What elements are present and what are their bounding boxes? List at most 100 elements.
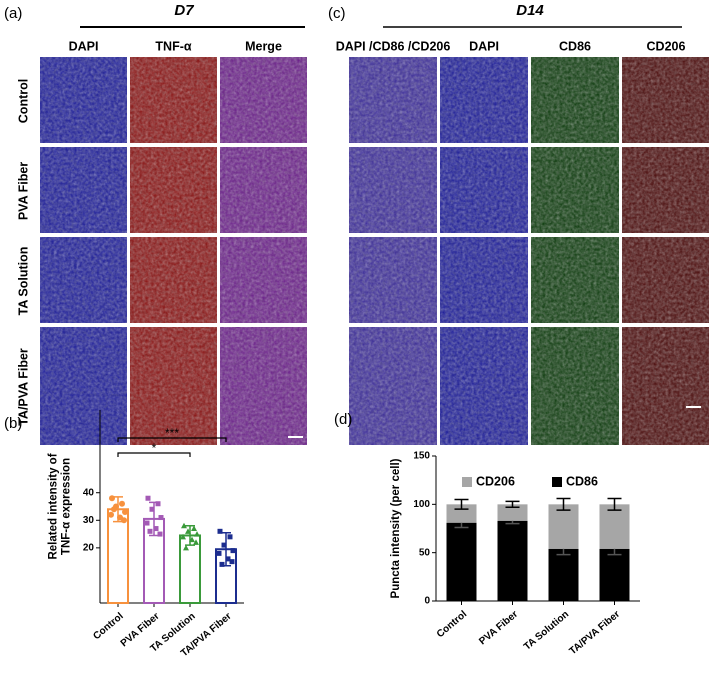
data-point bbox=[194, 531, 200, 537]
data-point bbox=[216, 550, 222, 556]
panel-title: D14 bbox=[516, 2, 544, 19]
bar-segment bbox=[548, 504, 579, 549]
micrograph-texture bbox=[130, 327, 217, 445]
y-axis-label: Puncta intensity (per cell) bbox=[390, 458, 402, 598]
micrograph-texture bbox=[220, 327, 307, 445]
micrograph-texture bbox=[622, 57, 709, 143]
significance-bracket bbox=[117, 437, 227, 442]
micrograph-texture bbox=[531, 327, 619, 445]
panel-label: (c) bbox=[328, 5, 346, 22]
data-point bbox=[180, 533, 186, 540]
micrograph-texture bbox=[349, 57, 437, 143]
x-tick-label: Control bbox=[435, 609, 469, 640]
error-bar bbox=[505, 500, 520, 508]
micrograph-texture bbox=[349, 237, 437, 323]
data-point bbox=[219, 561, 225, 567]
data-point bbox=[185, 528, 191, 534]
column-header: DAPI bbox=[469, 39, 499, 53]
x-tick-label: PVA Fiber bbox=[477, 609, 520, 647]
x-tick-label: TA Solution bbox=[522, 609, 571, 653]
micrograph-texture bbox=[531, 237, 619, 323]
data-point bbox=[217, 528, 223, 534]
legend-swatch bbox=[552, 477, 562, 487]
y-tick-label: 50 bbox=[419, 547, 431, 558]
y-tick-label: 150 bbox=[413, 451, 430, 462]
data-point bbox=[145, 495, 151, 501]
micrograph-texture bbox=[40, 237, 127, 323]
column-header: DAPI bbox=[69, 39, 99, 53]
legend-label: CD86 bbox=[566, 474, 598, 488]
x-tick-label: Control bbox=[91, 611, 125, 642]
micrograph-texture bbox=[40, 147, 127, 233]
significance-label: *** bbox=[165, 426, 179, 440]
column-header: CD86 bbox=[559, 39, 591, 53]
micrograph-texture bbox=[622, 327, 709, 445]
image-grids: DAPI TNF-α Merge Control PVA Fiber TA Solutio… bbox=[16, 39, 709, 445]
data-point bbox=[229, 559, 235, 565]
error-bar bbox=[556, 497, 571, 511]
bar-segment bbox=[446, 522, 477, 601]
data-point bbox=[157, 531, 163, 537]
bar-segment bbox=[497, 504, 528, 521]
data-point bbox=[149, 506, 155, 512]
micrograph-texture bbox=[130, 237, 217, 323]
bar bbox=[107, 508, 129, 604]
micrograph-texture bbox=[440, 147, 528, 233]
y-axis-label: TNF-α expression bbox=[61, 458, 73, 555]
micrograph-texture bbox=[40, 57, 127, 143]
y-tick-label: 30 bbox=[83, 515, 95, 526]
micrograph-texture bbox=[440, 327, 528, 445]
column-header: DAPI /CD86 /CD206 bbox=[336, 39, 451, 53]
row-label: PVA Fiber bbox=[16, 162, 30, 220]
y-tick-label: 40 bbox=[83, 487, 95, 498]
legend-swatch bbox=[462, 477, 472, 487]
y-tick-label: 20 bbox=[83, 542, 95, 553]
y-tick-label: 0 bbox=[424, 596, 430, 607]
micrograph-texture bbox=[440, 237, 528, 323]
column-header: TNF-α bbox=[155, 39, 191, 53]
data-point bbox=[153, 526, 159, 532]
data-point bbox=[109, 495, 115, 502]
bar-segment bbox=[446, 504, 477, 523]
data-point bbox=[191, 525, 197, 532]
micrograph-texture bbox=[440, 57, 528, 143]
panel-label: (a) bbox=[4, 5, 22, 22]
micrograph-texture bbox=[349, 147, 437, 233]
data-point bbox=[230, 548, 236, 554]
data-point bbox=[183, 544, 189, 551]
micrograph-texture bbox=[622, 237, 709, 323]
row-label: TA Solution bbox=[16, 247, 30, 316]
data-point bbox=[144, 520, 150, 526]
significance-label: * bbox=[152, 441, 157, 455]
bar-segment bbox=[497, 520, 528, 601]
bar-segment bbox=[548, 548, 579, 601]
micrograph-texture bbox=[531, 57, 619, 143]
data-point bbox=[181, 522, 187, 529]
panel-title: D7 bbox=[174, 2, 194, 19]
micrograph-texture bbox=[40, 327, 127, 445]
bar-segment bbox=[599, 504, 630, 549]
legend-label: CD206 bbox=[476, 474, 515, 488]
data-point bbox=[193, 539, 199, 545]
micrograph-texture bbox=[349, 327, 437, 445]
data-point bbox=[119, 500, 125, 507]
bar-segment bbox=[599, 548, 630, 601]
data-point bbox=[155, 501, 161, 507]
y-tick-label: 100 bbox=[413, 499, 430, 510]
micrograph-texture bbox=[220, 57, 307, 143]
column-header: Merge bbox=[245, 39, 282, 53]
error-bar bbox=[454, 498, 469, 510]
micrograph-texture bbox=[220, 237, 307, 323]
panel-label: (d) bbox=[334, 411, 352, 428]
micrograph-texture bbox=[531, 147, 619, 233]
data-point bbox=[147, 528, 153, 534]
charts: (b) Related intensity of TNF-α expression 2… bbox=[4, 410, 640, 659]
data-point bbox=[122, 509, 128, 516]
y-axis-label: Related intensity of bbox=[48, 453, 60, 559]
error-bar bbox=[607, 497, 622, 511]
data-point bbox=[111, 506, 117, 513]
row-label: TA/PVA Fiber bbox=[16, 348, 30, 426]
micrograph-texture bbox=[622, 147, 709, 233]
significance-bracket bbox=[117, 452, 191, 457]
